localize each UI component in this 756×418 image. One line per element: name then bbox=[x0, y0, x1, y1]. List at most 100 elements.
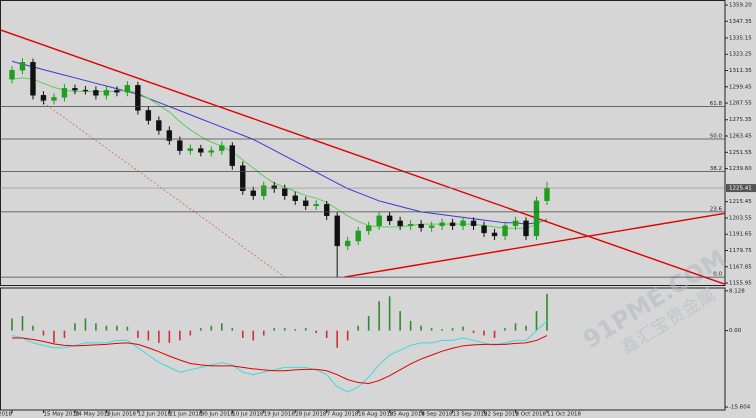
histogram-bar bbox=[189, 330, 192, 336]
x-tick-label: 30 Jun 2018 bbox=[201, 412, 235, 418]
histogram-bar bbox=[346, 330, 349, 341]
y-tick-label: 1359.20 bbox=[729, 3, 752, 9]
candle-body bbox=[208, 150, 215, 153]
candle-body bbox=[460, 220, 466, 227]
candle-body bbox=[323, 204, 330, 217]
x-tick-label: 1 Jun 2018 bbox=[106, 412, 136, 418]
y-tick-label: 1323.25 bbox=[729, 52, 752, 58]
histogram-bar bbox=[21, 315, 24, 331]
x-tick-label: 24 May 2018 bbox=[75, 412, 111, 418]
histogram-bar bbox=[378, 301, 380, 331]
histogram-bar bbox=[304, 328, 307, 331]
candle-body bbox=[407, 223, 414, 227]
x-tick-label: 10 Jul 2018 bbox=[232, 412, 264, 418]
candle-body bbox=[219, 145, 225, 151]
y-tick-label: 0.00 bbox=[729, 328, 742, 334]
last-price-label: 1225.41 bbox=[729, 186, 752, 192]
candle-body bbox=[124, 85, 131, 93]
histogram-bar bbox=[74, 323, 76, 331]
histogram-bar bbox=[11, 318, 13, 331]
histogram-bar bbox=[462, 326, 464, 331]
candle-body bbox=[187, 148, 194, 151]
x-tick-label: 16 Aug 2018 bbox=[358, 412, 394, 418]
histogram-bar bbox=[42, 330, 45, 336]
candle-body bbox=[439, 222, 445, 227]
histogram-bar bbox=[451, 328, 454, 331]
y-tick-label: 1347.35 bbox=[729, 19, 752, 25]
histogram-bar bbox=[472, 330, 475, 334]
histogram-bar bbox=[388, 296, 391, 331]
histogram-bar bbox=[283, 328, 286, 331]
candle-body bbox=[114, 90, 120, 93]
histogram-bar bbox=[210, 325, 213, 331]
x-tick-label: 11 Oct 2018 bbox=[547, 412, 582, 418]
histogram-bar bbox=[262, 330, 265, 336]
moving-average bbox=[11, 60, 548, 225]
fib-label: 38.2 bbox=[710, 166, 722, 172]
candle-body bbox=[365, 225, 372, 232]
fib-label: 61.8 bbox=[710, 101, 723, 107]
histogram-bar bbox=[63, 330, 66, 338]
histogram-bar bbox=[420, 325, 422, 331]
histogram-bar bbox=[231, 328, 234, 331]
candle-body bbox=[72, 88, 78, 91]
histogram-bar bbox=[367, 315, 370, 331]
histogram-bar bbox=[53, 330, 55, 343]
histogram-bar bbox=[32, 325, 34, 331]
candle-body bbox=[303, 200, 309, 207]
histogram-bar bbox=[430, 328, 433, 331]
histogram-bar bbox=[493, 330, 496, 338]
histogram-bar bbox=[116, 325, 118, 331]
candle-body bbox=[313, 204, 319, 207]
histogram-bar bbox=[252, 330, 255, 341]
x-tick-label: 28 Jul 2018 bbox=[295, 412, 327, 418]
y-tick-label: 1311.35 bbox=[729, 68, 752, 74]
candle-body bbox=[502, 225, 508, 237]
candle-body bbox=[386, 215, 393, 222]
x-tick-label: 12 Jun 2018 bbox=[138, 412, 172, 418]
trend-line bbox=[344, 212, 725, 278]
candle-body bbox=[449, 222, 456, 227]
candle-body bbox=[103, 90, 110, 96]
plot-area bbox=[0, 29, 725, 285]
histogram-bar bbox=[105, 325, 108, 331]
y-tick-label: 8.128 bbox=[729, 288, 745, 294]
x-tick-label: May 2018 bbox=[0, 412, 12, 418]
y-tick-label: 1155.95 bbox=[729, 281, 752, 287]
candle-body bbox=[544, 187, 550, 201]
candle-body bbox=[533, 200, 540, 237]
candle-body bbox=[271, 185, 277, 189]
histogram-bar bbox=[158, 330, 160, 343]
candle-body bbox=[344, 240, 351, 247]
histogram-bar bbox=[441, 329, 443, 331]
fib-label: 0.0 bbox=[713, 272, 722, 278]
candle-body bbox=[250, 190, 256, 196]
indicator-line bbox=[12, 335, 548, 385]
y-tick-label: 1167.85 bbox=[729, 264, 752, 270]
fib-label: 23.6 bbox=[710, 206, 723, 212]
x-tick-label: 4 Sep 2018 bbox=[421, 412, 453, 418]
candle-body bbox=[470, 220, 477, 227]
candle-body bbox=[261, 185, 267, 196]
candle-body bbox=[397, 220, 403, 227]
moving-average bbox=[11, 77, 548, 229]
y-tick-label: 1287.55 bbox=[729, 101, 752, 107]
indicator-pane bbox=[0, 287, 726, 411]
y-tick-label: 1239.60 bbox=[729, 166, 752, 172]
candle-body bbox=[61, 88, 68, 98]
histogram-bar bbox=[483, 330, 485, 336]
x-tick-label: 19 Jul 2018 bbox=[264, 412, 296, 418]
candle-body bbox=[93, 90, 99, 96]
last-price-box bbox=[726, 184, 756, 193]
candle-body bbox=[19, 62, 26, 71]
y-tick-label: 1179.75 bbox=[729, 248, 752, 254]
y-tick-label: 1335.15 bbox=[729, 35, 752, 41]
candle-body bbox=[292, 195, 298, 201]
histogram-bar bbox=[220, 323, 223, 331]
histogram-bar bbox=[168, 330, 171, 343]
candle-body bbox=[355, 230, 361, 242]
candle-body bbox=[135, 85, 141, 111]
candle-body bbox=[481, 225, 487, 234]
candle-body bbox=[240, 165, 246, 192]
x-tick-label: 7 Aug 2018 bbox=[327, 412, 359, 418]
